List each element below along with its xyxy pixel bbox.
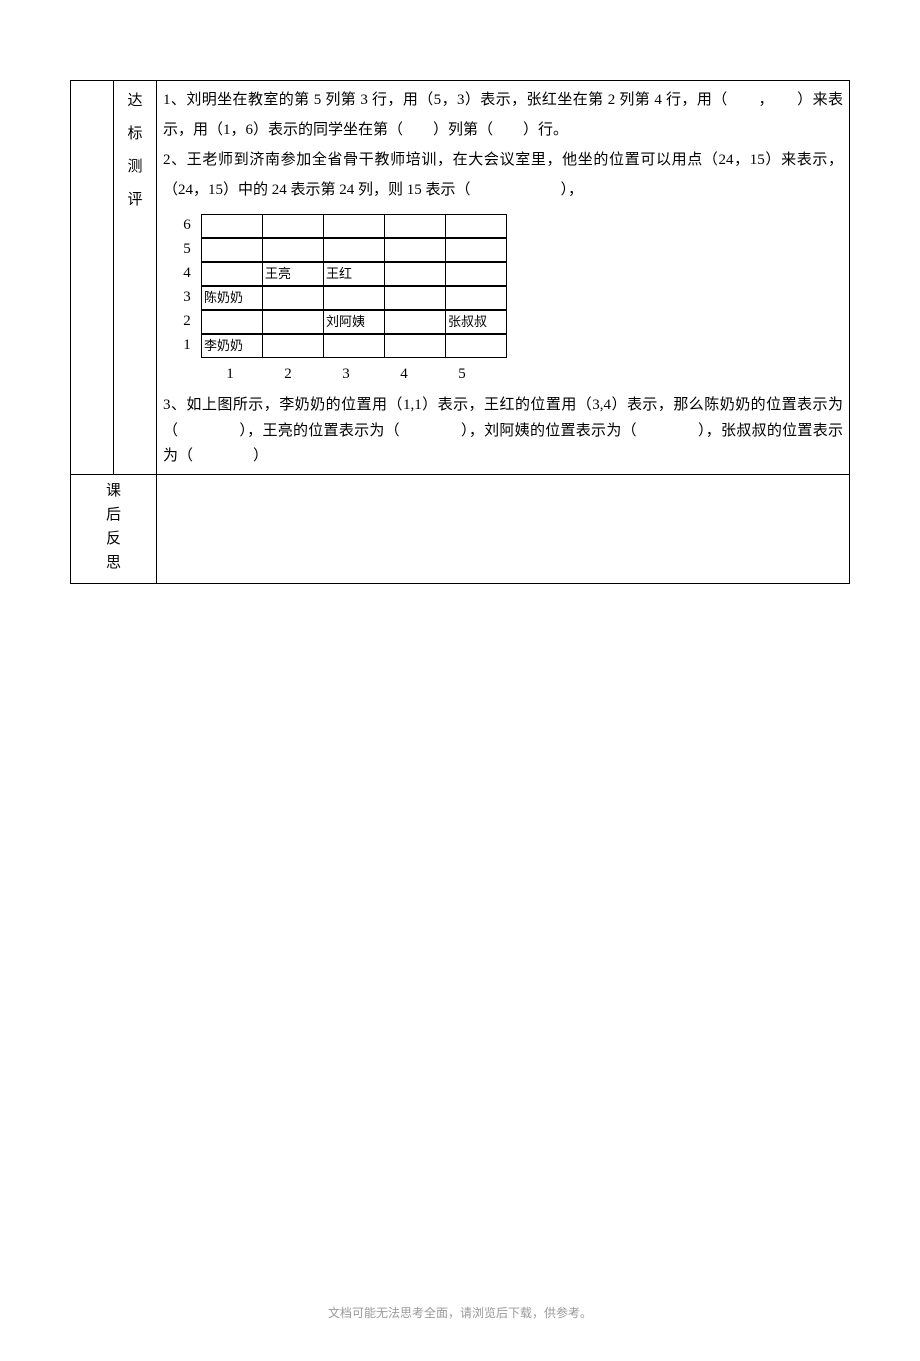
grid-row-4: 4 王亮 王红 bbox=[173, 261, 843, 285]
x-label-2: 2 bbox=[259, 359, 317, 389]
char-1: 达 bbox=[120, 85, 150, 118]
lesson-table: 达 标 测 评 1、刘明坐在教室的第 5 列第 3 行，用（5，3）表示，张红坐… bbox=[70, 80, 850, 584]
col-section-test: 达 标 测 评 bbox=[114, 81, 157, 475]
char-3: 测 bbox=[120, 151, 150, 184]
cell-5-3 bbox=[323, 238, 385, 262]
cell-2-3: 刘阿姨 bbox=[323, 310, 385, 334]
question-2: 2、王老师到济南参加全省骨干教师培训，在大会议室里，他坐的位置可以用点（24，1… bbox=[163, 145, 843, 205]
cell-1-5 bbox=[445, 334, 507, 358]
grid-row-3: 3 陈奶奶 bbox=[173, 285, 843, 309]
rchar-3: 反 bbox=[77, 527, 150, 551]
rchar-1: 课 bbox=[77, 479, 150, 503]
cell-6-1 bbox=[201, 214, 263, 238]
x-label-1: 1 bbox=[201, 359, 259, 389]
cell-1-1: 李奶奶 bbox=[201, 334, 263, 358]
cell-3-1: 陈奶奶 bbox=[201, 286, 263, 310]
x-label-3: 3 bbox=[317, 359, 375, 389]
cell-5-4 bbox=[384, 238, 446, 262]
grid-row-2: 2 刘阿姨 张叔叔 bbox=[173, 309, 843, 333]
section-label-reflect: 课 后 反 思 bbox=[77, 479, 150, 575]
footer-note: 文档可能无法思考全面，请浏览后下载，供参考。 bbox=[70, 1304, 850, 1321]
test-content: 1、刘明坐在教室的第 5 列第 3 行，用（5，3）表示，张红坐在第 2 列第 … bbox=[157, 81, 850, 475]
cell-6-5 bbox=[445, 214, 507, 238]
cell-4-1 bbox=[201, 262, 263, 286]
cell-5-2 bbox=[262, 238, 324, 262]
page: 达 标 测 评 1、刘明坐在教室的第 5 列第 3 行，用（5，3）表示，张红坐… bbox=[0, 0, 920, 1361]
cell-4-5 bbox=[445, 262, 507, 286]
cell-1-4 bbox=[384, 334, 446, 358]
rchar-4: 思 bbox=[77, 551, 150, 575]
cell-6-4 bbox=[384, 214, 446, 238]
x-axis: 1 2 3 4 5 bbox=[173, 359, 843, 389]
cell-2-1 bbox=[201, 310, 263, 334]
cell-2-4 bbox=[384, 310, 446, 334]
question-1: 1、刘明坐在教室的第 5 列第 3 行，用（5，3）表示，张红坐在第 2 列第 … bbox=[163, 85, 843, 145]
cell-5-5 bbox=[445, 238, 507, 262]
cell-4-2: 王亮 bbox=[262, 262, 324, 286]
col-section-reflect: 课 后 反 思 bbox=[71, 474, 157, 583]
cell-5-1 bbox=[201, 238, 263, 262]
grid-row-6: 6 bbox=[173, 213, 843, 237]
cell-4-3: 王红 bbox=[323, 262, 385, 286]
cell-3-2 bbox=[262, 286, 324, 310]
reflect-content bbox=[157, 474, 850, 583]
cell-6-2 bbox=[262, 214, 324, 238]
seat-grid: 6 5 bbox=[173, 213, 843, 389]
x-label-5: 5 bbox=[433, 359, 491, 389]
col-empty-left bbox=[71, 81, 114, 475]
x-spacer bbox=[173, 359, 201, 389]
y-label-1: 1 bbox=[173, 330, 201, 360]
section-label-test: 达 标 测 评 bbox=[120, 85, 150, 217]
x-label-4: 4 bbox=[375, 359, 433, 389]
cell-3-5 bbox=[445, 286, 507, 310]
char-4: 评 bbox=[120, 184, 150, 217]
cell-1-2 bbox=[262, 334, 324, 358]
question-3: 3、如上图所示，李奶奶的位置用（1,1）表示，王红的位置用（3,4）表示，那么陈… bbox=[163, 393, 843, 470]
cell-2-5: 张叔叔 bbox=[445, 310, 507, 334]
cell-6-3 bbox=[323, 214, 385, 238]
grid-row-5: 5 bbox=[173, 237, 843, 261]
rchar-2: 后 bbox=[77, 503, 150, 527]
grid-row-1: 1 李奶奶 bbox=[173, 333, 843, 357]
char-2: 标 bbox=[120, 118, 150, 151]
cell-1-3 bbox=[323, 334, 385, 358]
cell-3-3 bbox=[323, 286, 385, 310]
cell-4-4 bbox=[384, 262, 446, 286]
cell-3-4 bbox=[384, 286, 446, 310]
cell-2-2 bbox=[262, 310, 324, 334]
